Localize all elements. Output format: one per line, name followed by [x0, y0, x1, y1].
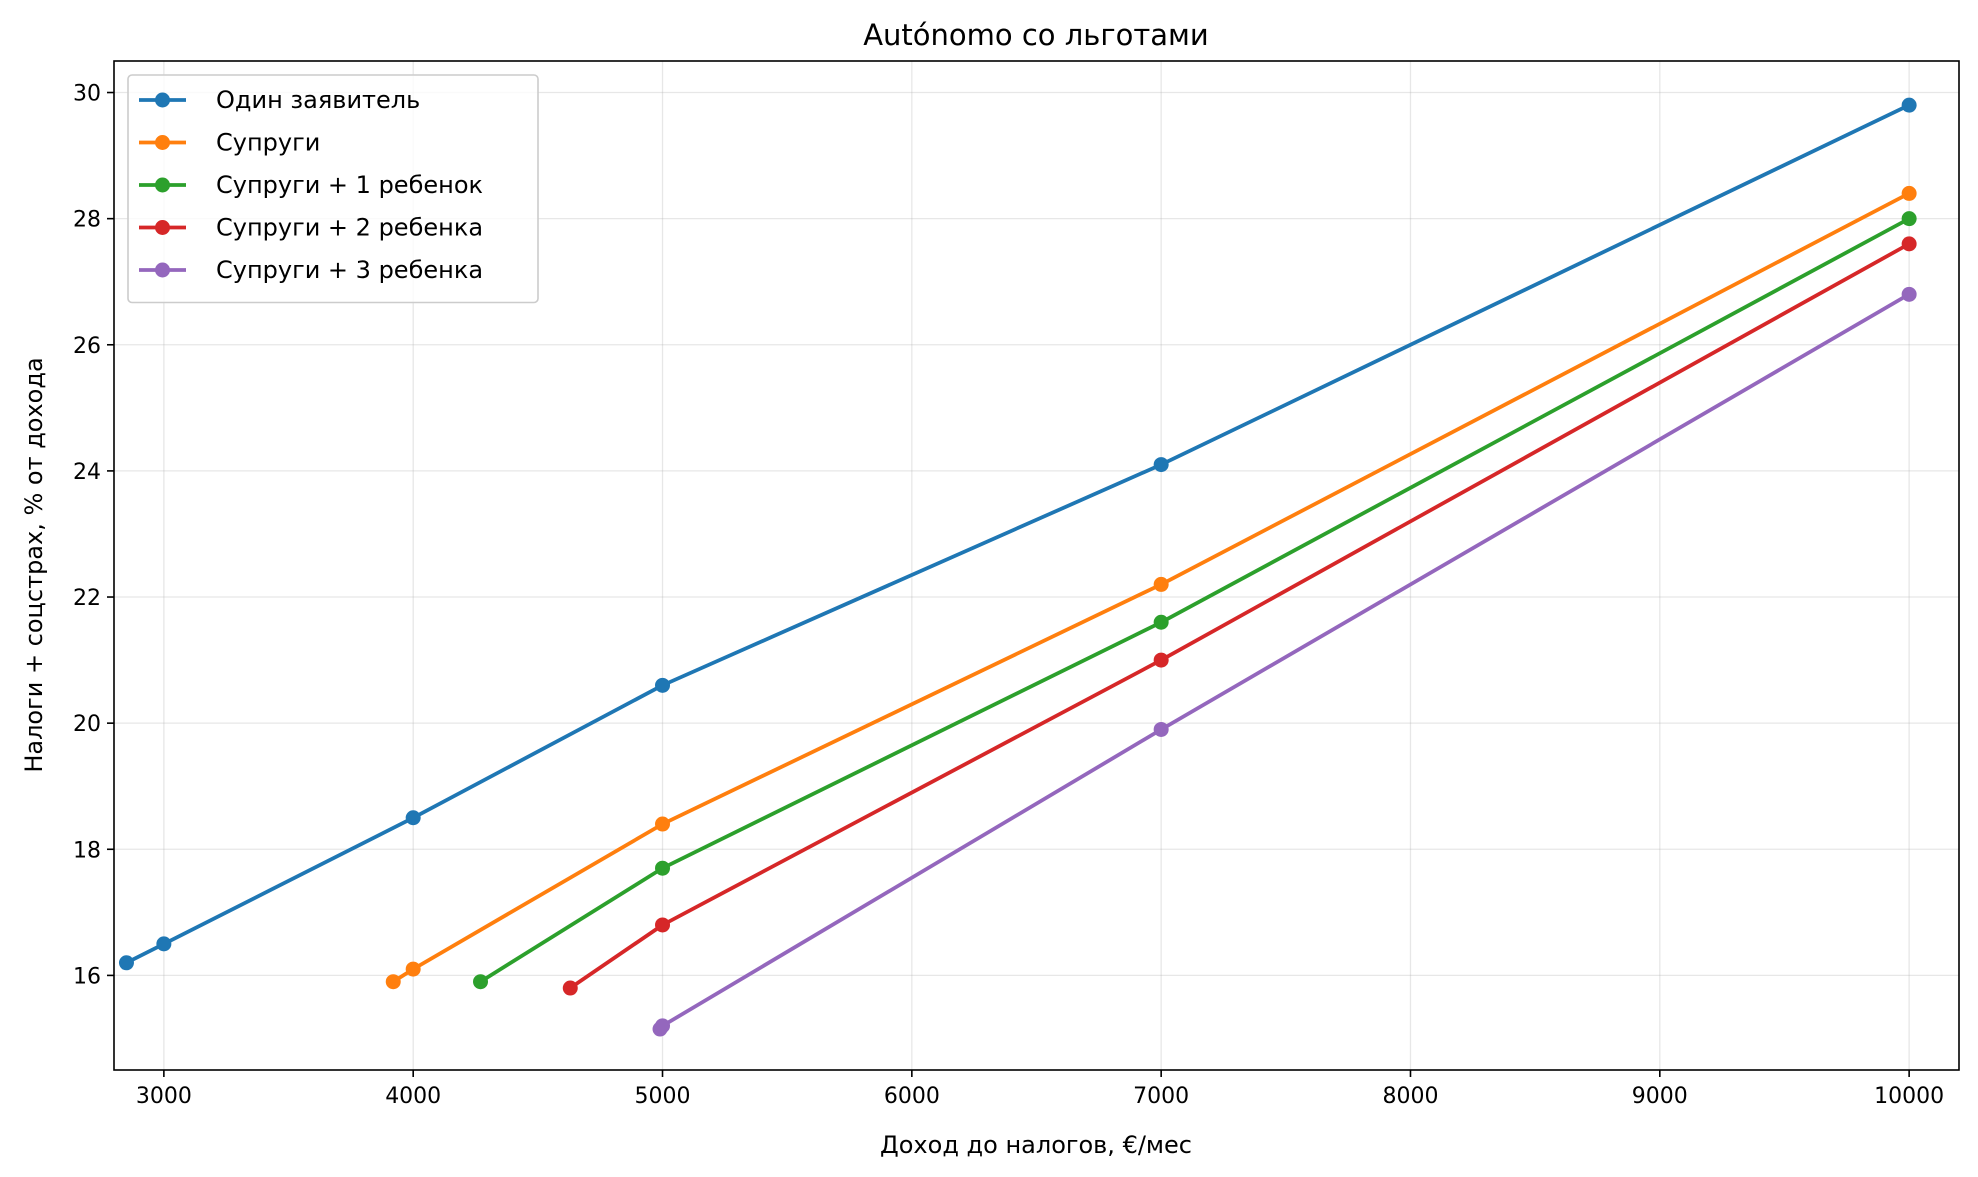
y-tick-label: 20	[73, 712, 101, 737]
legend-label: Один заявитель	[216, 86, 420, 114]
legend-swatch-marker	[155, 92, 170, 108]
series-line	[477, 216, 1912, 985]
data-point	[1153, 652, 1169, 668]
legend-item-один-заявитель: Один заявитель	[139, 86, 420, 114]
legend-swatch-marker	[155, 220, 170, 235]
series-супруги-1-ребенок	[473, 211, 1917, 990]
y-tick-label: 28	[73, 208, 101, 233]
data-point	[156, 936, 172, 952]
legend-item-супруги-3-ребенка: Супруги + 3 ребенка	[139, 256, 483, 284]
x-tick-label: 3000	[136, 1084, 192, 1109]
data-point	[655, 860, 671, 876]
legend-swatch-marker	[155, 177, 170, 193]
legend-label: Супруги	[216, 129, 320, 157]
series-один-заявитель	[118, 97, 1917, 971]
data-point	[655, 917, 671, 933]
x-axis-ticks: 3000 4000 5000 6000 7000 8000 9000 10000	[136, 1070, 1944, 1109]
series-супруги	[385, 185, 1917, 990]
series-супруги-2-ребенка	[562, 236, 1917, 996]
x-tick-label: 5000	[635, 1084, 691, 1109]
y-tick-label: 26	[73, 334, 101, 359]
y-tick-label: 22	[73, 586, 101, 611]
data-point	[1901, 236, 1917, 252]
data-point	[1901, 211, 1917, 227]
data-point	[1901, 97, 1917, 113]
x-tick-label: 8000	[1382, 1084, 1438, 1109]
y-axis-ticks: 16 18 20 22 24 26 28 30	[73, 82, 114, 989]
legend-label: Супруги + 1 ребенок	[216, 171, 483, 199]
data-point	[118, 955, 134, 971]
legend-label: Супруги + 2 ребенка	[216, 214, 483, 242]
legend-label: Супруги + 3 ребенка	[216, 256, 483, 284]
data-point	[655, 816, 671, 832]
legend-item-супруги: Супруги	[139, 129, 320, 157]
grid	[114, 61, 1959, 1070]
data-point	[405, 961, 421, 977]
x-tick-label: 6000	[884, 1084, 940, 1109]
legend-swatch-marker	[155, 262, 170, 278]
data-point	[562, 980, 578, 996]
y-tick-label: 24	[73, 460, 101, 485]
data-point	[1153, 457, 1169, 473]
legend-item-супруги-1-ребенок: Супруги + 1 ребенок	[139, 171, 483, 199]
x-tick-label: 10000	[1874, 1084, 1944, 1109]
data-point	[655, 677, 671, 693]
y-tick-label: 30	[73, 82, 101, 107]
data-point	[1901, 286, 1917, 302]
data-point	[1153, 721, 1169, 737]
plot-frame	[113, 60, 1960, 1071]
x-axis-title: Доход до налогов, €/мес	[880, 1131, 1192, 1159]
x-tick-label: 4000	[385, 1084, 441, 1109]
data-point	[655, 1018, 671, 1034]
legend: Один заявитель Супруги Супруги + 1 ребенок…	[127, 74, 539, 304]
legend-swatch-marker	[155, 135, 170, 150]
chart-title: Autónomo со льготами	[863, 18, 1209, 52]
series-супруги-3-ребенка	[652, 286, 1917, 1037]
data-point	[1153, 576, 1169, 592]
data-point	[385, 974, 401, 990]
series-line	[567, 241, 1912, 991]
data-point	[405, 810, 421, 826]
data-point	[1153, 614, 1169, 630]
series-layer	[118, 97, 1917, 1037]
data-point	[1901, 185, 1917, 201]
legend-box	[127, 74, 539, 304]
x-tick-label: 7000	[1133, 1084, 1189, 1109]
data-point	[473, 974, 489, 990]
x-tick-label: 9000	[1632, 1084, 1688, 1109]
y-tick-label: 18	[73, 838, 101, 863]
y-tick-label: 16	[73, 964, 101, 989]
legend-item-супруги-2-ребенка: Супруги + 2 ребенка	[139, 214, 483, 242]
y-axis-title: Налоги + соцстрах, % от дохода	[20, 357, 48, 772]
